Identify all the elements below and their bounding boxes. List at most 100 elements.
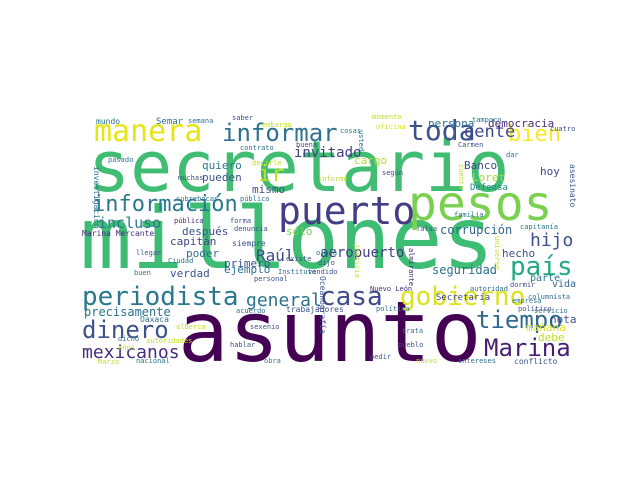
word-manana: mañana	[526, 321, 566, 334]
word-pueblo: pueblo	[398, 341, 424, 349]
word-informe: informe	[318, 175, 348, 183]
word-ciudad: Ciudad	[168, 257, 194, 265]
word-loret: Loret	[472, 171, 506, 184]
word-ir: ir	[258, 162, 285, 187]
word-semana: semana	[188, 117, 214, 125]
word-pais: país	[510, 252, 573, 282]
word-autoridad: autoridad	[470, 285, 508, 293]
word-dijo: dijo	[318, 259, 335, 267]
word-tiempo: tiempo	[476, 306, 563, 334]
word-solo: sólo	[286, 225, 313, 238]
word-oceanografia: Oceanografía	[318, 276, 327, 334]
word-quiero: quiero	[202, 159, 242, 172]
word-columnista: columnista	[528, 293, 571, 301]
word-cubrebocas: cubrebocas	[176, 195, 219, 203]
word-precisamente: precisamente	[84, 305, 171, 319]
word-trata: trata	[402, 327, 424, 335]
word-trabajadores: trabajadores	[286, 305, 344, 314]
word-alberca: alberca	[176, 323, 206, 331]
word-contrato: contrato	[240, 144, 274, 152]
word-mundo: mundo	[96, 117, 121, 126]
word-marzo: Marzo	[98, 358, 120, 366]
word-acuerdo: acuerdo	[236, 307, 266, 315]
word-obra: obra	[264, 357, 281, 365]
word-banco: Banco	[464, 159, 498, 172]
word-saber: saber	[232, 114, 254, 122]
word-tampoco: tampoco	[472, 116, 502, 124]
word-denuncia: denuncia	[234, 225, 268, 233]
word-muchas: muchas	[178, 174, 204, 182]
word-decirle: decirle	[252, 159, 282, 167]
word-segun: según	[382, 169, 404, 177]
word-incluso: incluso	[98, 214, 162, 232]
word-raul: Raúl	[256, 246, 295, 265]
word-pesos: pesos	[408, 176, 553, 232]
word-toda: toda	[408, 114, 476, 147]
word-autoridades: autoridades	[146, 337, 193, 345]
word-vendido: vendido	[308, 268, 338, 276]
word-universo: universo	[493, 236, 501, 270]
word-cuenta: cuenta	[457, 164, 465, 190]
word-democracia: democracia	[488, 117, 555, 130]
word-nacional: nacional	[136, 357, 170, 365]
word-nuevo: nuevo	[416, 357, 438, 365]
word-publica: pública	[174, 217, 204, 225]
word-nota: nota	[550, 313, 577, 326]
word-semar: Semar	[156, 117, 184, 127]
word-falsa: falsa	[416, 225, 438, 233]
word-existe: existe	[286, 255, 312, 263]
word-ojala: ojalá	[316, 249, 338, 257]
word-servicio: servicio	[534, 307, 568, 315]
word-embargo: embargo	[262, 121, 292, 129]
word-investigacion: investigación	[92, 166, 101, 229]
word-despues: después	[182, 225, 229, 238]
word-intereses: intereses	[458, 357, 496, 365]
word-asunto: asunto	[178, 283, 482, 381]
word-siempre: siempre	[232, 239, 266, 248]
word-publico: público	[240, 195, 270, 203]
word-nuevo-leon: Nuevo León	[370, 285, 413, 293]
word-justicia: justicia	[353, 244, 361, 278]
word-casa: casa	[320, 282, 383, 312]
word-seguridad: seguridad	[432, 263, 498, 277]
word-pueden: pueden	[202, 171, 242, 184]
word-defensa: Defensa	[470, 183, 508, 193]
word-bien: bien	[508, 122, 561, 147]
word-poder: poder	[186, 247, 220, 260]
word-capitan: capitán	[170, 235, 217, 248]
word-sexenio: sexenio	[250, 323, 280, 331]
word-oaxaca: Oaxaca	[140, 315, 169, 324]
word-capitania: capitanía	[520, 223, 558, 231]
word-cargo: cargo	[354, 154, 388, 167]
word-dinero: dinero	[82, 316, 169, 344]
word-mexicanos: mexicanos	[82, 342, 180, 363]
word-politico: político	[518, 305, 552, 313]
word-buena: buena	[296, 141, 318, 149]
word-aeropuerto: aeropuerto	[320, 245, 405, 261]
word-vida: vida	[552, 279, 577, 290]
word-general: general	[246, 290, 322, 311]
word-instituto: Instituto	[278, 268, 316, 276]
word-carmen: Carmen	[458, 141, 484, 149]
word-momento: momento	[372, 113, 402, 121]
word-mismo: mismo	[252, 183, 286, 196]
word-secretaria: Secretaría	[436, 293, 491, 303]
word-almirante: almirante	[407, 248, 415, 286]
word-debe: debe	[538, 331, 565, 344]
word-verdad: verdad	[170, 267, 210, 280]
word-cuatro: cuatro	[550, 125, 576, 133]
word-llegar: llegar	[136, 249, 162, 257]
word-pasado: pasado	[108, 156, 134, 164]
word-conflicto: conflicto	[514, 357, 558, 366]
word-informar: informar	[222, 119, 338, 147]
word-politica: política	[376, 305, 410, 313]
word-millones: millones	[80, 189, 495, 289]
word-cosas: cosas	[340, 127, 362, 135]
word-forma: forma	[230, 217, 252, 225]
word-familia: familia	[454, 211, 484, 219]
word-personal: personal	[254, 275, 288, 283]
word-primero: primero	[224, 257, 271, 270]
word-hoy: hoy	[540, 165, 560, 178]
word-anos: años	[118, 344, 135, 352]
